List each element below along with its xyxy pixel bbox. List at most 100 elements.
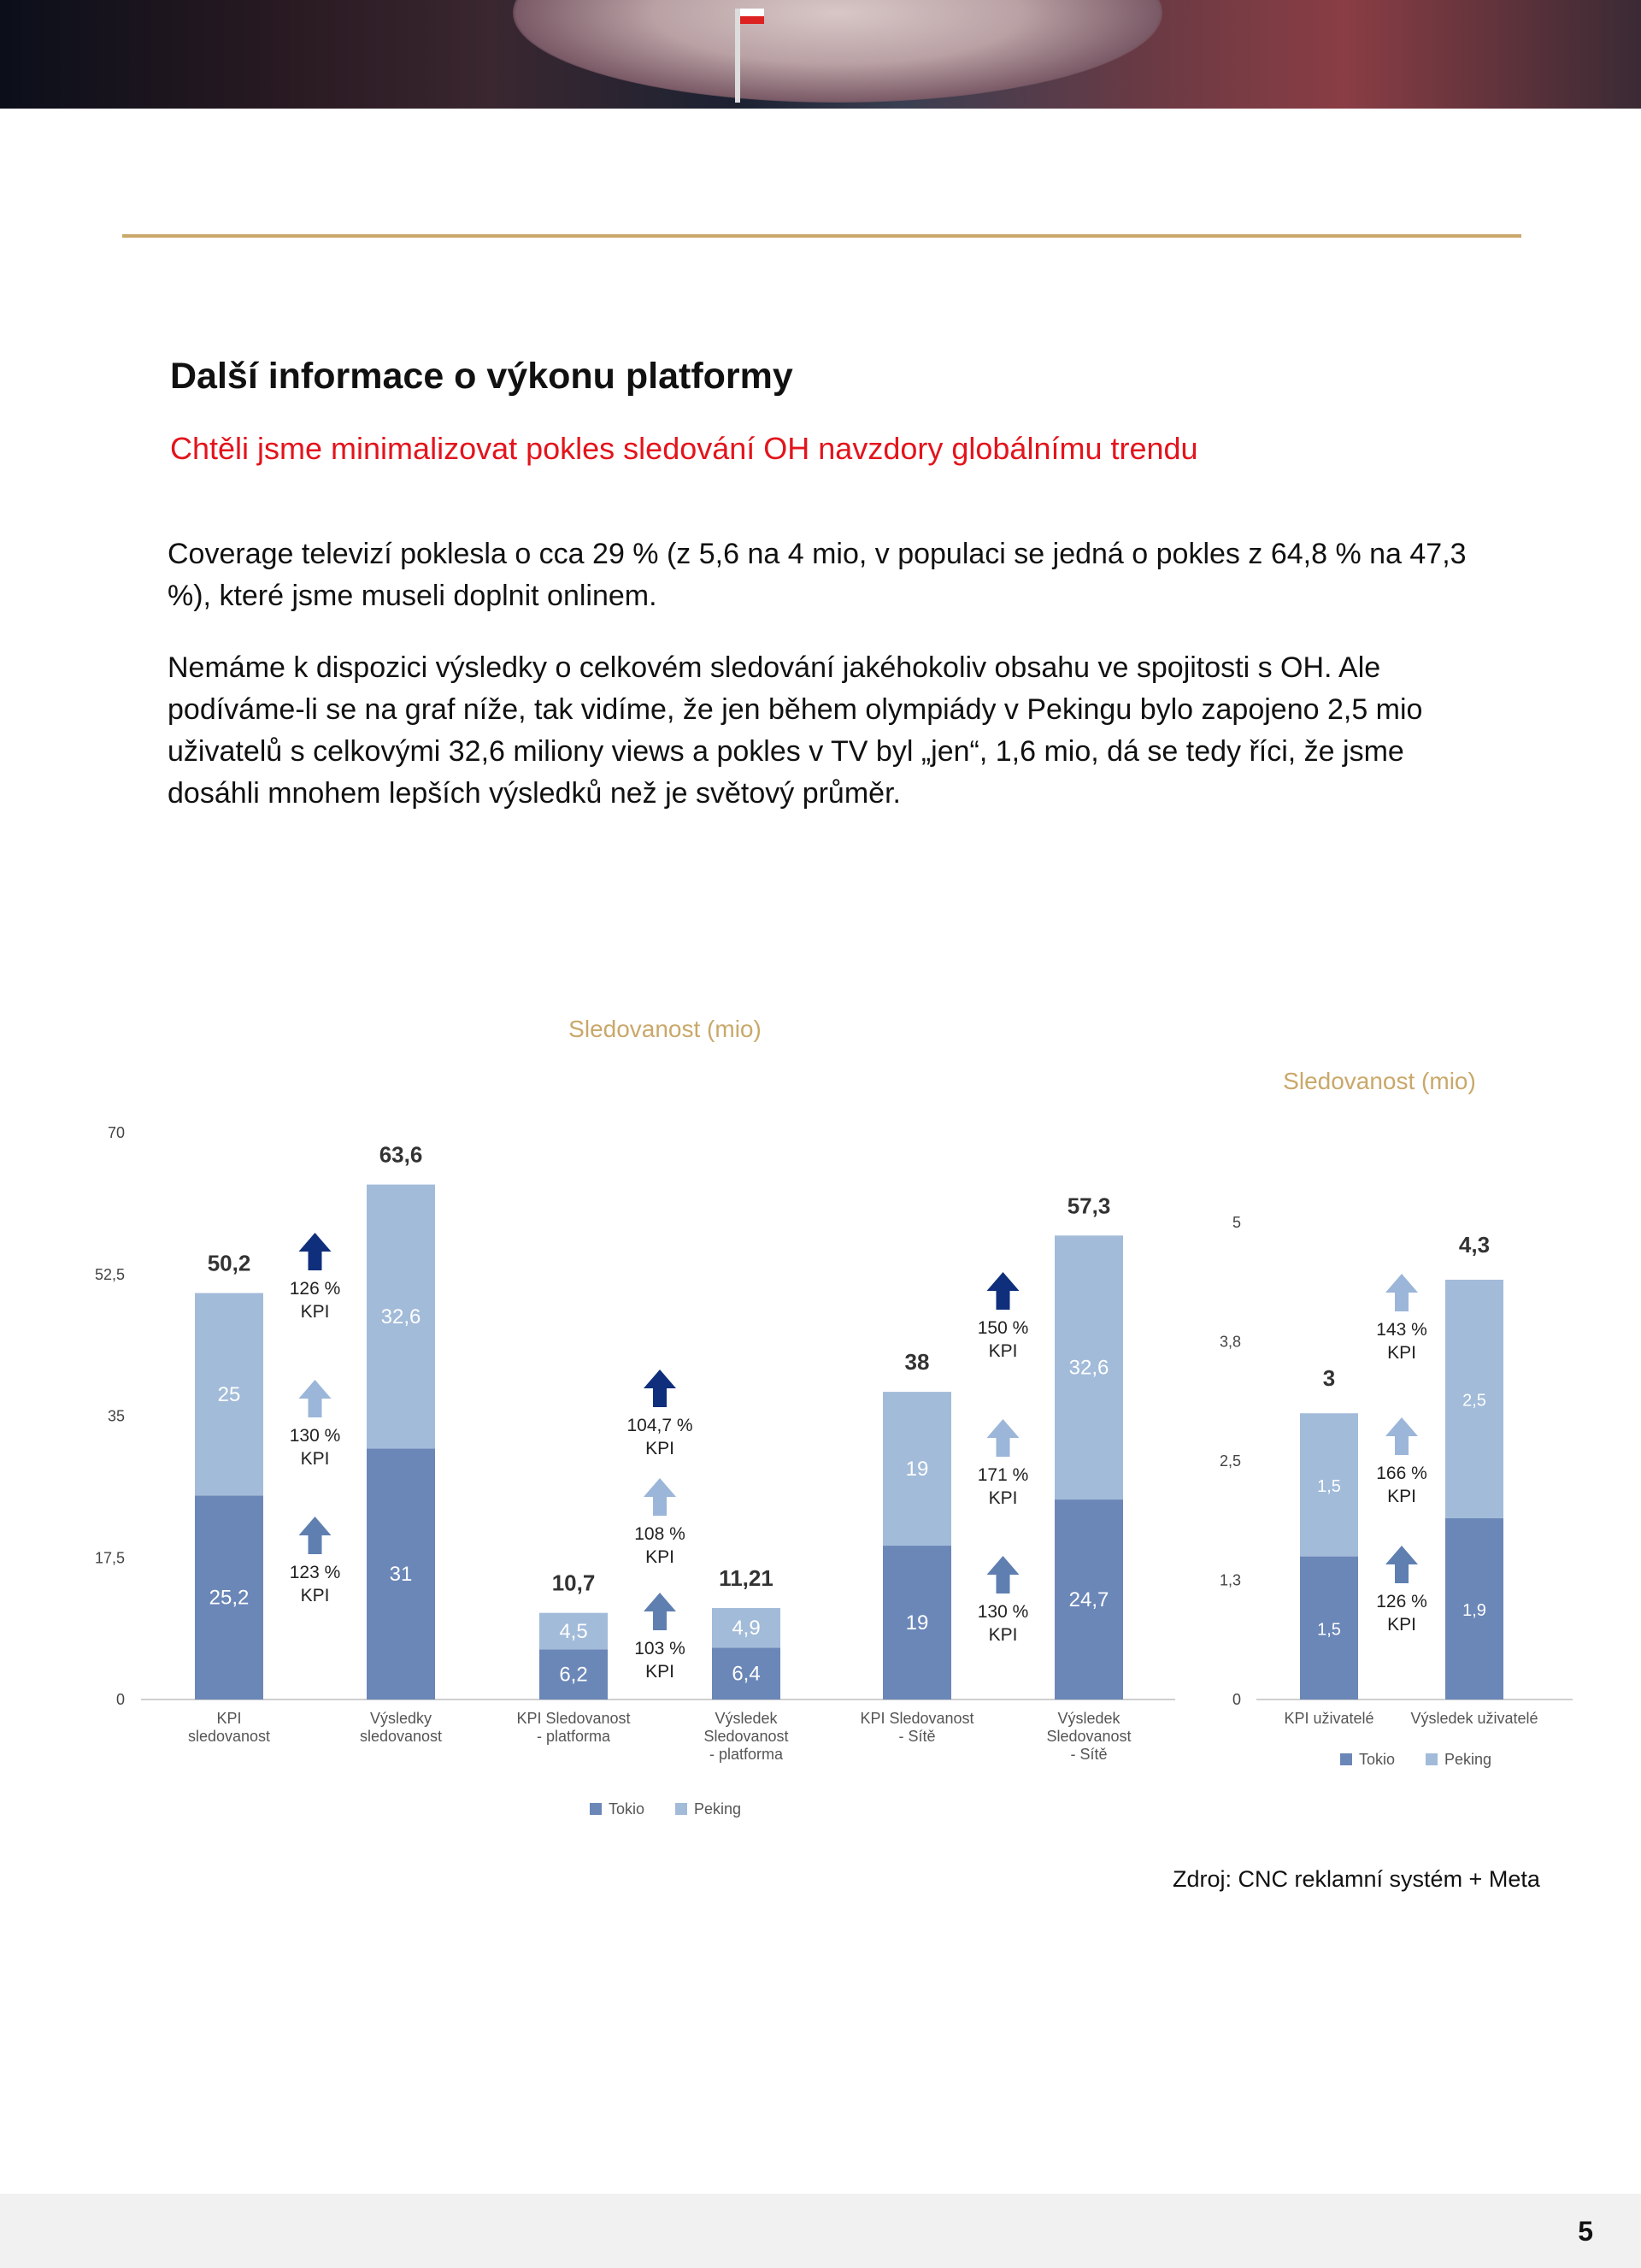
chart-viewership-users: Sledovanost (mio) 0 1,3 2,5 3,8 5 1,5 1,5 3 KPI u… bbox=[1220, 1068, 1573, 1768]
chart1-category-label: sledovanost bbox=[360, 1728, 442, 1745]
page-number: 5 bbox=[1578, 2216, 1593, 2247]
chart1-bar-tokio bbox=[367, 1448, 435, 1700]
chart1-kpi-arrow-icon bbox=[644, 1370, 676, 1407]
chart1-label-peking: 4,5 bbox=[559, 1620, 587, 1643]
chart1-category-label: Výsledky bbox=[370, 1710, 432, 1727]
chart1-category-label: Výsledek bbox=[715, 1710, 778, 1727]
chart1-total-label: 50,2 bbox=[208, 1251, 251, 1276]
chart1-category-label: Výsledek bbox=[1057, 1710, 1120, 1727]
chart2-total-label: 3 bbox=[1323, 1365, 1335, 1391]
chart2-y-tick-label: 2,5 bbox=[1220, 1452, 1241, 1470]
chart1-category-label: KPI Sledovanost bbox=[516, 1710, 630, 1727]
chart1-category-label: sledovanost bbox=[188, 1728, 270, 1745]
chart1-category-label: - Sítě bbox=[1070, 1746, 1107, 1763]
chart2-label-peking: 2,5 bbox=[1462, 1391, 1486, 1410]
chart1-kpi-label: 130 % bbox=[978, 1602, 1029, 1622]
chart1-bar-tokio bbox=[712, 1647, 780, 1700]
chart1-kpi-label: 171 % bbox=[978, 1465, 1029, 1485]
chart2-y-tick-label: 0 bbox=[1232, 1691, 1241, 1708]
chart1-category-label: - Sítě bbox=[898, 1728, 935, 1745]
chart1-kpi-label: KPI bbox=[989, 1488, 1018, 1508]
chart2-kpi-label: KPI bbox=[1387, 1487, 1416, 1506]
chart1-bar-peking bbox=[539, 1612, 608, 1650]
chart1-kpi-arrow-icon bbox=[298, 1380, 332, 1417]
chart2-label-tokio: 1,9 bbox=[1462, 1601, 1486, 1620]
chart1-kpi-label: KPI bbox=[645, 1439, 674, 1458]
chart1-bar-tokio bbox=[883, 1546, 951, 1700]
chart1-bar-peking bbox=[712, 1607, 780, 1648]
banner-flag bbox=[740, 9, 764, 24]
chart1-kpi-label: 123 % bbox=[290, 1563, 341, 1582]
chart2-y-tick-label: 3,8 bbox=[1220, 1334, 1241, 1351]
chart1-label-tokio: 25,2 bbox=[209, 1587, 250, 1610]
header-banner-image bbox=[0, 0, 1641, 109]
chart1-kpi-label: 130 % bbox=[290, 1426, 341, 1446]
chart1-bar-peking bbox=[1055, 1235, 1123, 1500]
chart1-kpi-arrow-icon bbox=[644, 1478, 676, 1516]
chart1-label-peking: 25 bbox=[218, 1383, 241, 1406]
chart1-category-label: Sledovanost bbox=[703, 1728, 788, 1745]
chart1-kpi-label: KPI bbox=[989, 1341, 1018, 1361]
chart2-kpi-label: 143 % bbox=[1376, 1320, 1427, 1340]
chart1-label-tokio: 19 bbox=[906, 1611, 929, 1635]
chart1-y-tick-label: 35 bbox=[108, 1408, 125, 1425]
chart1-kpi-arrow-icon bbox=[298, 1233, 332, 1270]
chart1-legend-label-tokio: Tokio bbox=[609, 1800, 644, 1817]
chart2-y-tick-label: 5 bbox=[1232, 1214, 1241, 1231]
chart1-kpi-label: 126 % bbox=[290, 1279, 341, 1299]
chart1-label-peking: 32,6 bbox=[1069, 1357, 1109, 1380]
chart1-kpi-arrow-icon bbox=[986, 1272, 1020, 1310]
chart2-label-tokio: 1,5 bbox=[1317, 1620, 1341, 1639]
banner-flagpole bbox=[735, 9, 740, 103]
chart1-label-tokio: 24,7 bbox=[1069, 1588, 1109, 1611]
chart-viewership-main: Sledovanost (mio) 0 17,5 35 52,5 70 25,2 25 50,2… bbox=[95, 1016, 1175, 1817]
chart2-kpi-label: 126 % bbox=[1376, 1592, 1427, 1611]
page-title: Další informace o výkonu platformy bbox=[170, 356, 793, 397]
chart1-total-label: 11,21 bbox=[719, 1565, 773, 1591]
chart1-bar-tokio bbox=[539, 1649, 608, 1700]
chart1-label-peking: 19 bbox=[906, 1458, 929, 1481]
chart1-kpi-arrow-icon bbox=[298, 1517, 332, 1554]
chart1-total-label: 10,7 bbox=[552, 1570, 596, 1596]
chart1-kpi-label: KPI bbox=[645, 1662, 674, 1682]
chart1-label-peking: 32,6 bbox=[381, 1305, 421, 1328]
chart1-bar-peking bbox=[195, 1293, 263, 1496]
chart2-legend-label-peking: Peking bbox=[1444, 1751, 1491, 1768]
chart1-kpi-label: KPI bbox=[989, 1625, 1018, 1645]
paragraph-coverage: Coverage televizí poklesla o cca 29 % (z… bbox=[168, 538, 1467, 612]
chart2-kpi-label: 166 % bbox=[1376, 1464, 1427, 1483]
chart1-kpi-label: 150 % bbox=[978, 1318, 1029, 1338]
chart2-kpi-label: KPI bbox=[1387, 1343, 1416, 1363]
chart2-bar-peking bbox=[1300, 1413, 1358, 1557]
chart1-legend-label-peking: Peking bbox=[694, 1800, 741, 1817]
chart1-label-peking: 4,9 bbox=[732, 1617, 760, 1640]
banner-stadium bbox=[513, 0, 1162, 103]
chart2-kpi-label: KPI bbox=[1387, 1615, 1416, 1635]
chart2-bar-peking bbox=[1445, 1279, 1503, 1518]
chart1-kpi-label: 104,7 % bbox=[626, 1416, 692, 1435]
chart2-legend-swatch-tokio bbox=[1340, 1753, 1352, 1765]
chart2-category-label: KPI uživatelé bbox=[1284, 1710, 1373, 1727]
chart1-kpi-label: KPI bbox=[301, 1586, 330, 1605]
chart1-legend-swatch-tokio bbox=[590, 1803, 602, 1815]
chart2-label-peking: 1,5 bbox=[1317, 1477, 1341, 1496]
chart1-label-tokio: 31 bbox=[390, 1563, 413, 1586]
chart2-legend-label-tokio: Tokio bbox=[1359, 1751, 1395, 1768]
chart1-kpi-label: 108 % bbox=[634, 1524, 685, 1544]
source-note: Zdroj: CNC reklamní systém + Meta bbox=[1173, 1866, 1540, 1892]
chart1-label-tokio: 6,2 bbox=[559, 1664, 587, 1687]
chart1-bar-peking bbox=[883, 1392, 951, 1546]
chart1-title: Sledovanost (mio) bbox=[568, 1016, 762, 1042]
chart1-kpi-arrow-icon bbox=[986, 1556, 1020, 1593]
paragraph-results: Nemáme k dispozici výsledky o celkovém s… bbox=[168, 651, 1423, 810]
chart2-legend-swatch-peking bbox=[1426, 1753, 1438, 1765]
chart1-total-label: 57,3 bbox=[1068, 1193, 1111, 1218]
chart1-category-label: - platforma bbox=[537, 1728, 611, 1745]
chart1-kpi-arrow-icon bbox=[986, 1419, 1020, 1457]
chart1-kpi-label: KPI bbox=[301, 1449, 330, 1469]
chart1-bar-tokio bbox=[1055, 1499, 1123, 1700]
chart1-kpi-label: KPI bbox=[301, 1302, 330, 1322]
chart2-bar-tokio bbox=[1300, 1556, 1358, 1700]
chart1-total-label: 63,6 bbox=[379, 1142, 423, 1168]
chart1-y-tick-label: 0 bbox=[116, 1691, 125, 1708]
